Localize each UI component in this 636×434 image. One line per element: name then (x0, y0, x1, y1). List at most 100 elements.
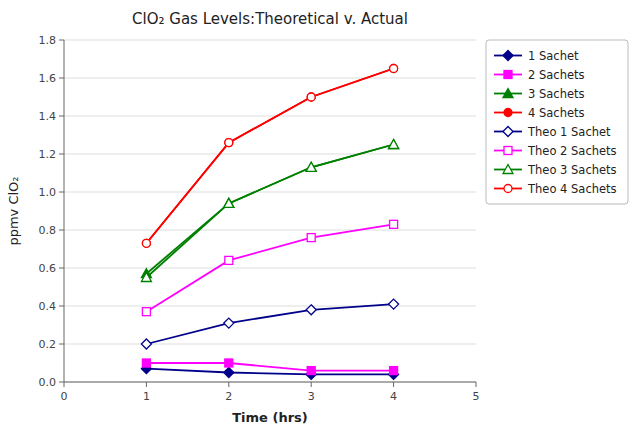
y-tick-label: 0.6 (39, 262, 57, 275)
x-tick (146, 382, 147, 387)
series-line (146, 145, 393, 274)
series (142, 220, 397, 315)
y-tick (59, 40, 64, 41)
legend-label: 3 Sachets (528, 87, 585, 101)
series-line (146, 69, 393, 244)
y-tick (59, 78, 64, 79)
x-tick-label: 2 (225, 390, 232, 403)
x-tick-label: 5 (473, 390, 480, 403)
axes: 0.00.20.40.60.81.01.21.41.61.8012345 (39, 34, 480, 403)
chart: ClO₂ Gas Levels:Theoretical v. Actual 0.0… (0, 0, 636, 434)
y-tick (59, 230, 64, 231)
point (224, 318, 234, 328)
series (141, 140, 398, 282)
grid-line (64, 116, 476, 117)
y-tick (59, 116, 64, 117)
point (225, 256, 233, 264)
point (141, 339, 151, 349)
point (142, 239, 150, 247)
legend-label: 4 Sachets (528, 106, 585, 120)
legend-label: 1 Sachet (528, 49, 579, 63)
x-tick-label: 1 (143, 390, 150, 403)
legend-label: Theo 3 Sachets (527, 163, 617, 177)
point (390, 367, 398, 375)
legend-marker (503, 127, 513, 137)
x-tick (311, 382, 312, 387)
grid-line (64, 40, 476, 41)
legend-label: 2 Sachets (528, 68, 585, 82)
y-tick-label: 1.8 (39, 34, 57, 47)
series-line (146, 224, 393, 311)
point (142, 308, 150, 316)
x-tick (476, 382, 477, 387)
grid-line (64, 154, 476, 155)
point (390, 65, 398, 73)
legend-label: Theo 4 Sachets (527, 182, 617, 196)
point (307, 93, 315, 101)
point (225, 139, 233, 147)
x-tick (393, 382, 394, 387)
grid-line (64, 78, 476, 79)
x-tick (228, 382, 229, 387)
point (224, 368, 234, 378)
y-tick (59, 268, 64, 269)
y-axis-line (64, 40, 65, 382)
y-tick-label: 0.0 (39, 376, 57, 389)
y-tick-label: 1.0 (39, 186, 57, 199)
y-axis-label: ppmv ClO₂ (6, 176, 21, 245)
point (390, 65, 398, 73)
point (389, 140, 399, 149)
series-line (146, 69, 393, 244)
legend-marker (504, 71, 512, 79)
series (142, 65, 397, 248)
title: ClO₂ Gas Levels:Theoretical v. Actual (132, 10, 408, 28)
x-tick-label: 3 (308, 390, 315, 403)
y-tick (59, 192, 64, 193)
series (142, 65, 397, 248)
legend-label: Theo 1 Sachet (527, 125, 611, 139)
series-line (146, 145, 393, 278)
legend-marker (503, 89, 513, 98)
grid-line (64, 344, 476, 345)
point (307, 234, 315, 242)
y-tick (59, 344, 64, 345)
point (141, 273, 151, 282)
point (142, 359, 150, 367)
y-tick-label: 0.4 (39, 300, 57, 313)
plot-area (141, 65, 398, 380)
x-tick (64, 382, 65, 387)
y-tick-label: 0.2 (39, 338, 57, 351)
y-tick-label: 1.4 (39, 110, 57, 123)
grid-line (64, 230, 476, 231)
legend-label: Theo 2 Sachets (527, 144, 617, 158)
point (224, 198, 234, 207)
series (141, 140, 398, 278)
y-tick (59, 306, 64, 307)
y-tick (59, 382, 64, 383)
series (142, 359, 397, 375)
point (306, 162, 316, 171)
series (141, 299, 398, 349)
series (141, 364, 398, 380)
grid-line (64, 268, 476, 269)
point (307, 367, 315, 375)
point (389, 140, 399, 149)
x-axis-label: Time (hrs) (232, 410, 308, 425)
legend-marker (504, 185, 512, 193)
y-tick-label: 1.2 (39, 148, 57, 161)
grid-line (64, 382, 476, 383)
legend-marker (503, 165, 513, 174)
point (225, 139, 233, 147)
legend-marker (503, 51, 513, 61)
legend-marker (504, 109, 512, 117)
y-tick-label: 1.6 (39, 72, 57, 85)
y-tick (59, 154, 64, 155)
point (307, 93, 315, 101)
legend-box (486, 40, 628, 204)
legend: 1 Sachet 2 Sachets 3 Sachets 4 Sachets Theo … (486, 40, 628, 204)
series-line (146, 369, 393, 375)
legend-marker (504, 147, 512, 155)
grid-line (64, 192, 476, 193)
point (306, 305, 316, 315)
x-axis-line (64, 382, 476, 383)
